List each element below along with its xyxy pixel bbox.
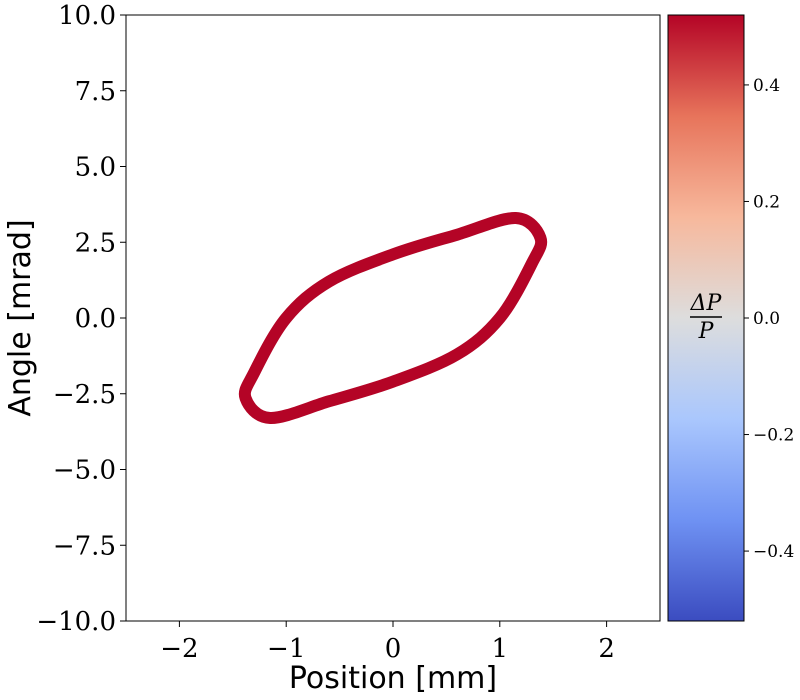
x-axis-ticks: −2 −1 0 1 2 [160,621,615,664]
y-tick-label: −2.5 [53,380,116,410]
y-tick-label: 2.5 [75,228,116,258]
x-tick-label: 0 [385,634,402,664]
y-tick-label: 10.0 [58,1,116,31]
colorbar-tick-label: 0.4 [753,76,780,96]
colorbar-tick-label: 0.0 [753,309,780,329]
x-tick-label: 1 [492,634,509,664]
data-layer [238,212,548,424]
x-axis-label: Position [mm] [289,661,497,696]
colorbar-tick-label: −0.4 [753,542,794,562]
x-tick-label: −1 [267,634,305,664]
colorbar-label-numerator: ΔP [690,291,723,316]
y-tick-label: 7.5 [75,77,116,107]
y-tick-label: −5.0 [53,456,116,486]
x-tick-label: 2 [598,634,615,664]
y-axis-label: Angle [mrad] [3,219,38,416]
colorbar-ticks: 0.4 0.2 0.0 −0.2 −0.4 [744,76,794,562]
y-axis-ticks: −10.0 −7.5 −5.0 −2.5 0.0 2.5 5.0 7.5 10.0 [36,1,126,637]
phase-space-ellipse [238,212,548,424]
plot-area [126,15,660,621]
y-tick-label: −7.5 [53,531,116,561]
colorbar [667,14,745,622]
y-tick-label: 5.0 [75,153,116,183]
colorbar-tick-label: −0.2 [753,426,794,446]
colorbar-label-denominator: P [698,319,715,344]
y-tick-label: −10.0 [36,607,116,637]
y-tick-label: 0.0 [75,304,116,334]
colorbar-tick-label: 0.2 [753,192,780,212]
x-tick-label: −2 [160,634,198,664]
